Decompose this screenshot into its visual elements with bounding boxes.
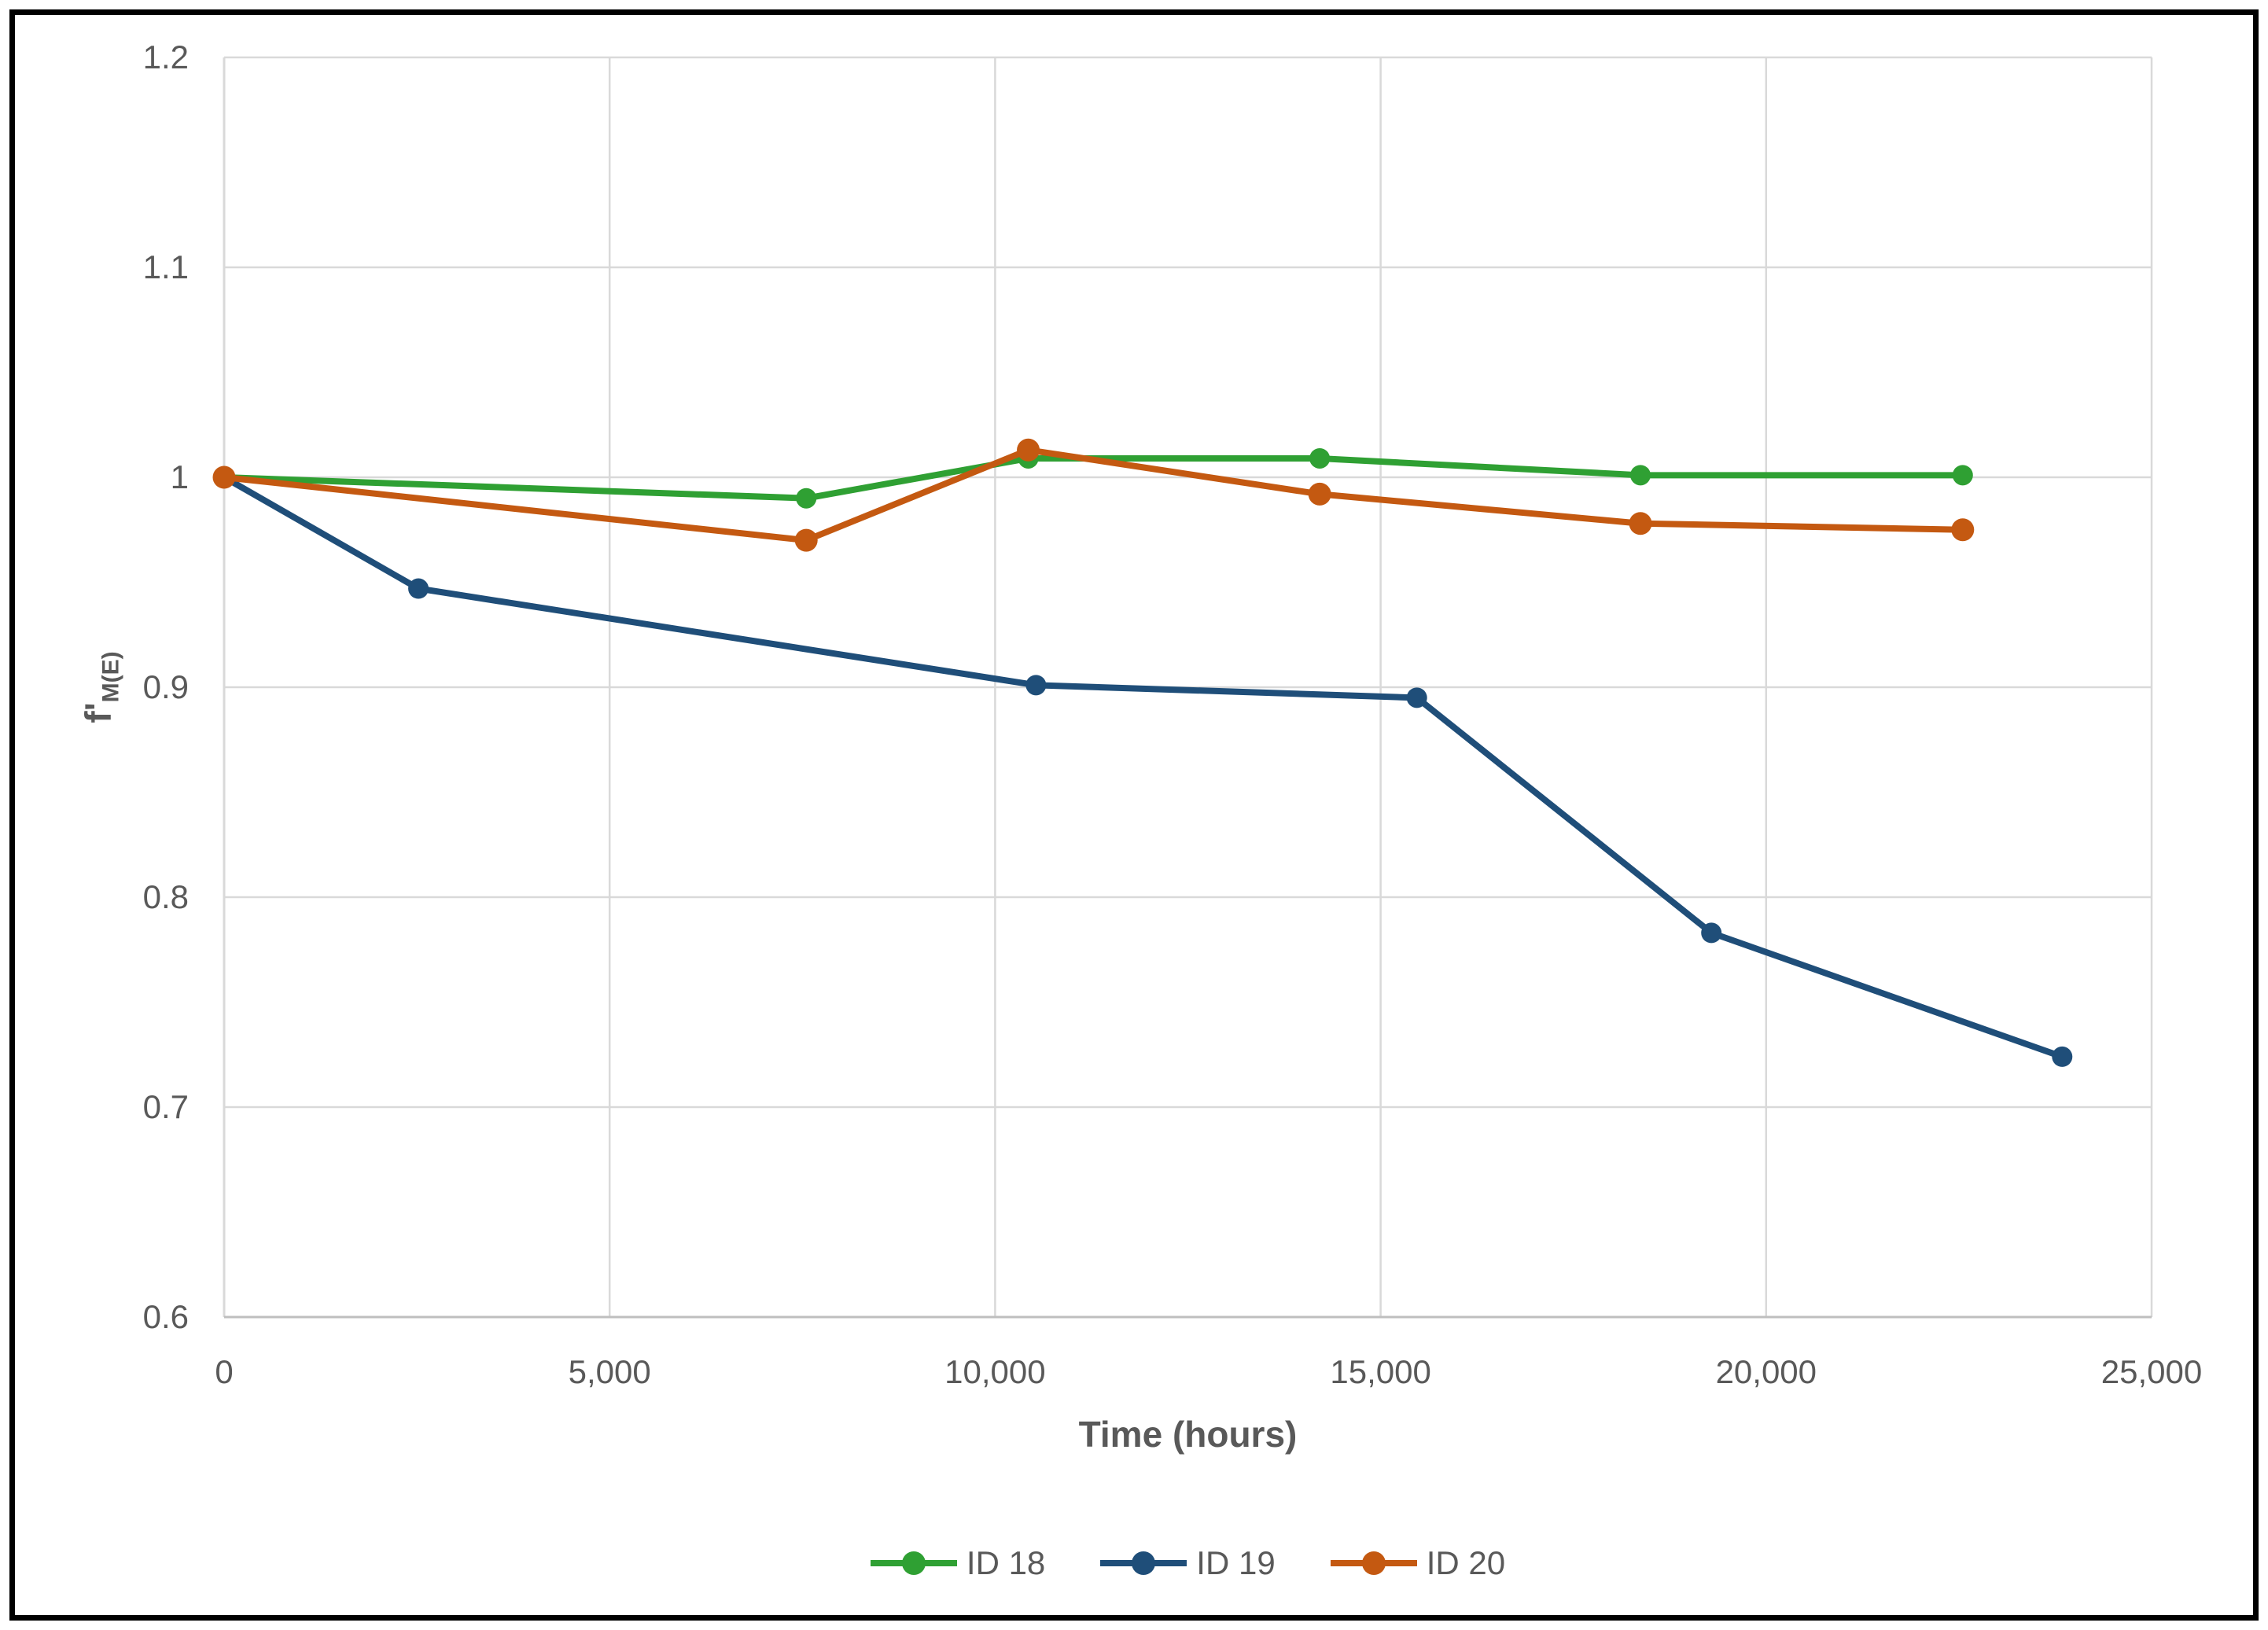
data-point-id-19-5 — [2052, 1046, 2073, 1067]
data-point-id-18-3 — [1309, 447, 1331, 469]
data-point-id-20-5 — [1951, 518, 1975, 542]
data-point-id-18-5 — [1952, 465, 1973, 486]
data-point-id-19-4 — [1701, 922, 1722, 944]
data-point-id-20-1 — [794, 528, 818, 552]
series-line-id-20 — [221, 447, 1966, 544]
series-line-id-19 — [221, 474, 2066, 1060]
data-point-id-18-1 — [796, 488, 817, 509]
screenshot-border — [9, 9, 2259, 1621]
data-point-id-19-1 — [408, 578, 429, 599]
data-point-id-20-3 — [1308, 482, 1331, 506]
series-line-id-18 — [221, 454, 1966, 502]
data-point-id-20-0 — [212, 465, 236, 489]
data-point-id-18-4 — [1629, 465, 1651, 486]
data-point-id-20-2 — [1017, 438, 1040, 462]
data-point-id-19-2 — [1025, 675, 1047, 696]
data-point-id-19-3 — [1406, 687, 1427, 708]
data-point-id-20-4 — [1629, 512, 1652, 535]
